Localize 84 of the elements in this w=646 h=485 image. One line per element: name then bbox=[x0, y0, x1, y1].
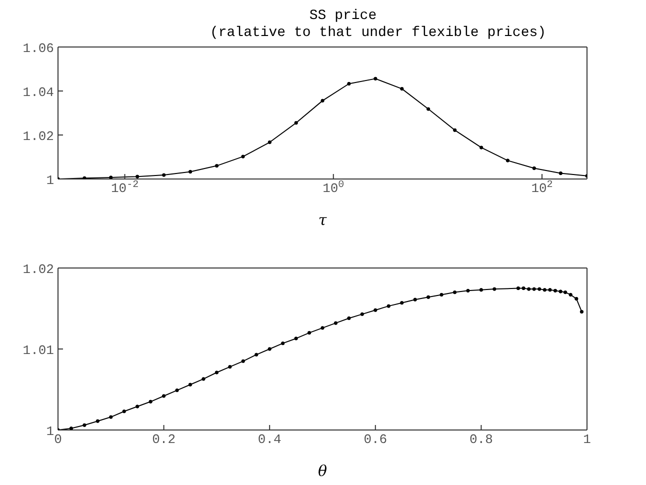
point bbox=[400, 300, 404, 305]
point bbox=[516, 286, 520, 290]
point bbox=[553, 288, 558, 293]
x-tick-label: 10$^{-2}$ bbox=[110, 180, 139, 196]
point bbox=[228, 364, 232, 369]
point bbox=[334, 321, 338, 325]
point bbox=[241, 359, 245, 363]
point bbox=[82, 423, 86, 427]
point bbox=[568, 292, 572, 297]
point bbox=[542, 288, 547, 292]
point bbox=[307, 330, 312, 335]
point bbox=[400, 86, 404, 91]
x-tick-label: 0.6 bbox=[364, 432, 388, 447]
y-tick-label: 1.02 bbox=[22, 129, 54, 144]
point bbox=[532, 166, 536, 170]
point bbox=[360, 312, 364, 316]
point bbox=[254, 352, 258, 357]
point bbox=[162, 173, 166, 177]
y-tick-label: 1.01 bbox=[22, 343, 54, 358]
x-tick-label: 0.4 bbox=[258, 432, 282, 447]
point bbox=[532, 287, 536, 291]
chart-title: SS price bbox=[308, 8, 378, 25]
point bbox=[122, 410, 126, 414]
point bbox=[426, 107, 430, 111]
point bbox=[492, 287, 496, 291]
point bbox=[136, 404, 140, 408]
x-tick-label: 0.8 bbox=[469, 432, 493, 447]
point bbox=[426, 295, 430, 300]
point bbox=[374, 76, 378, 81]
point bbox=[188, 170, 192, 174]
point bbox=[479, 288, 484, 292]
point bbox=[109, 176, 113, 179]
x-tick-label: 1 bbox=[583, 432, 592, 447]
point bbox=[574, 296, 578, 301]
x-tick-label: 10$^{0}$ bbox=[322, 180, 344, 196]
point bbox=[506, 158, 510, 162]
point bbox=[347, 82, 351, 86]
point bbox=[522, 286, 526, 290]
line-series bbox=[58, 286, 584, 430]
y-tick-label: 1.04 bbox=[22, 85, 54, 100]
point bbox=[347, 316, 351, 320]
point bbox=[109, 415, 113, 419]
chart-subtitle: (ralative to that under flexible prices) bbox=[208, 25, 548, 42]
point bbox=[214, 164, 219, 168]
point bbox=[452, 128, 457, 132]
point bbox=[580, 310, 584, 314]
point bbox=[538, 287, 542, 291]
x-tick-label: 0.2 bbox=[152, 432, 176, 447]
point bbox=[214, 370, 219, 374]
point bbox=[563, 290, 568, 294]
point bbox=[452, 290, 457, 294]
point bbox=[268, 140, 272, 144]
point bbox=[466, 288, 470, 293]
point bbox=[413, 298, 417, 302]
point bbox=[96, 419, 100, 423]
x-tick-label: 0 bbox=[54, 432, 62, 447]
point bbox=[440, 292, 444, 297]
point bbox=[320, 98, 324, 103]
y-tick-label: 1.06 bbox=[22, 41, 54, 56]
y-tick-label: 1.02 bbox=[22, 262, 54, 277]
point bbox=[136, 174, 140, 178]
point bbox=[294, 121, 298, 125]
point bbox=[268, 347, 272, 351]
x-tick-label: 10$^{2}$ bbox=[531, 180, 553, 196]
point bbox=[175, 388, 179, 392]
point bbox=[479, 146, 484, 150]
x-axis-title: θ bbox=[318, 462, 328, 480]
point bbox=[202, 377, 206, 381]
point bbox=[558, 290, 562, 294]
point bbox=[374, 308, 378, 312]
point bbox=[188, 382, 192, 386]
point bbox=[162, 394, 166, 398]
point bbox=[386, 304, 390, 308]
x-axis-title: τ bbox=[318, 211, 328, 229]
point bbox=[294, 336, 298, 340]
point bbox=[241, 154, 245, 158]
point bbox=[526, 287, 531, 291]
point bbox=[320, 326, 324, 330]
point bbox=[148, 400, 152, 404]
point bbox=[280, 341, 285, 346]
point bbox=[558, 171, 563, 176]
point bbox=[82, 176, 86, 179]
point bbox=[69, 426, 74, 430]
point bbox=[548, 288, 552, 292]
